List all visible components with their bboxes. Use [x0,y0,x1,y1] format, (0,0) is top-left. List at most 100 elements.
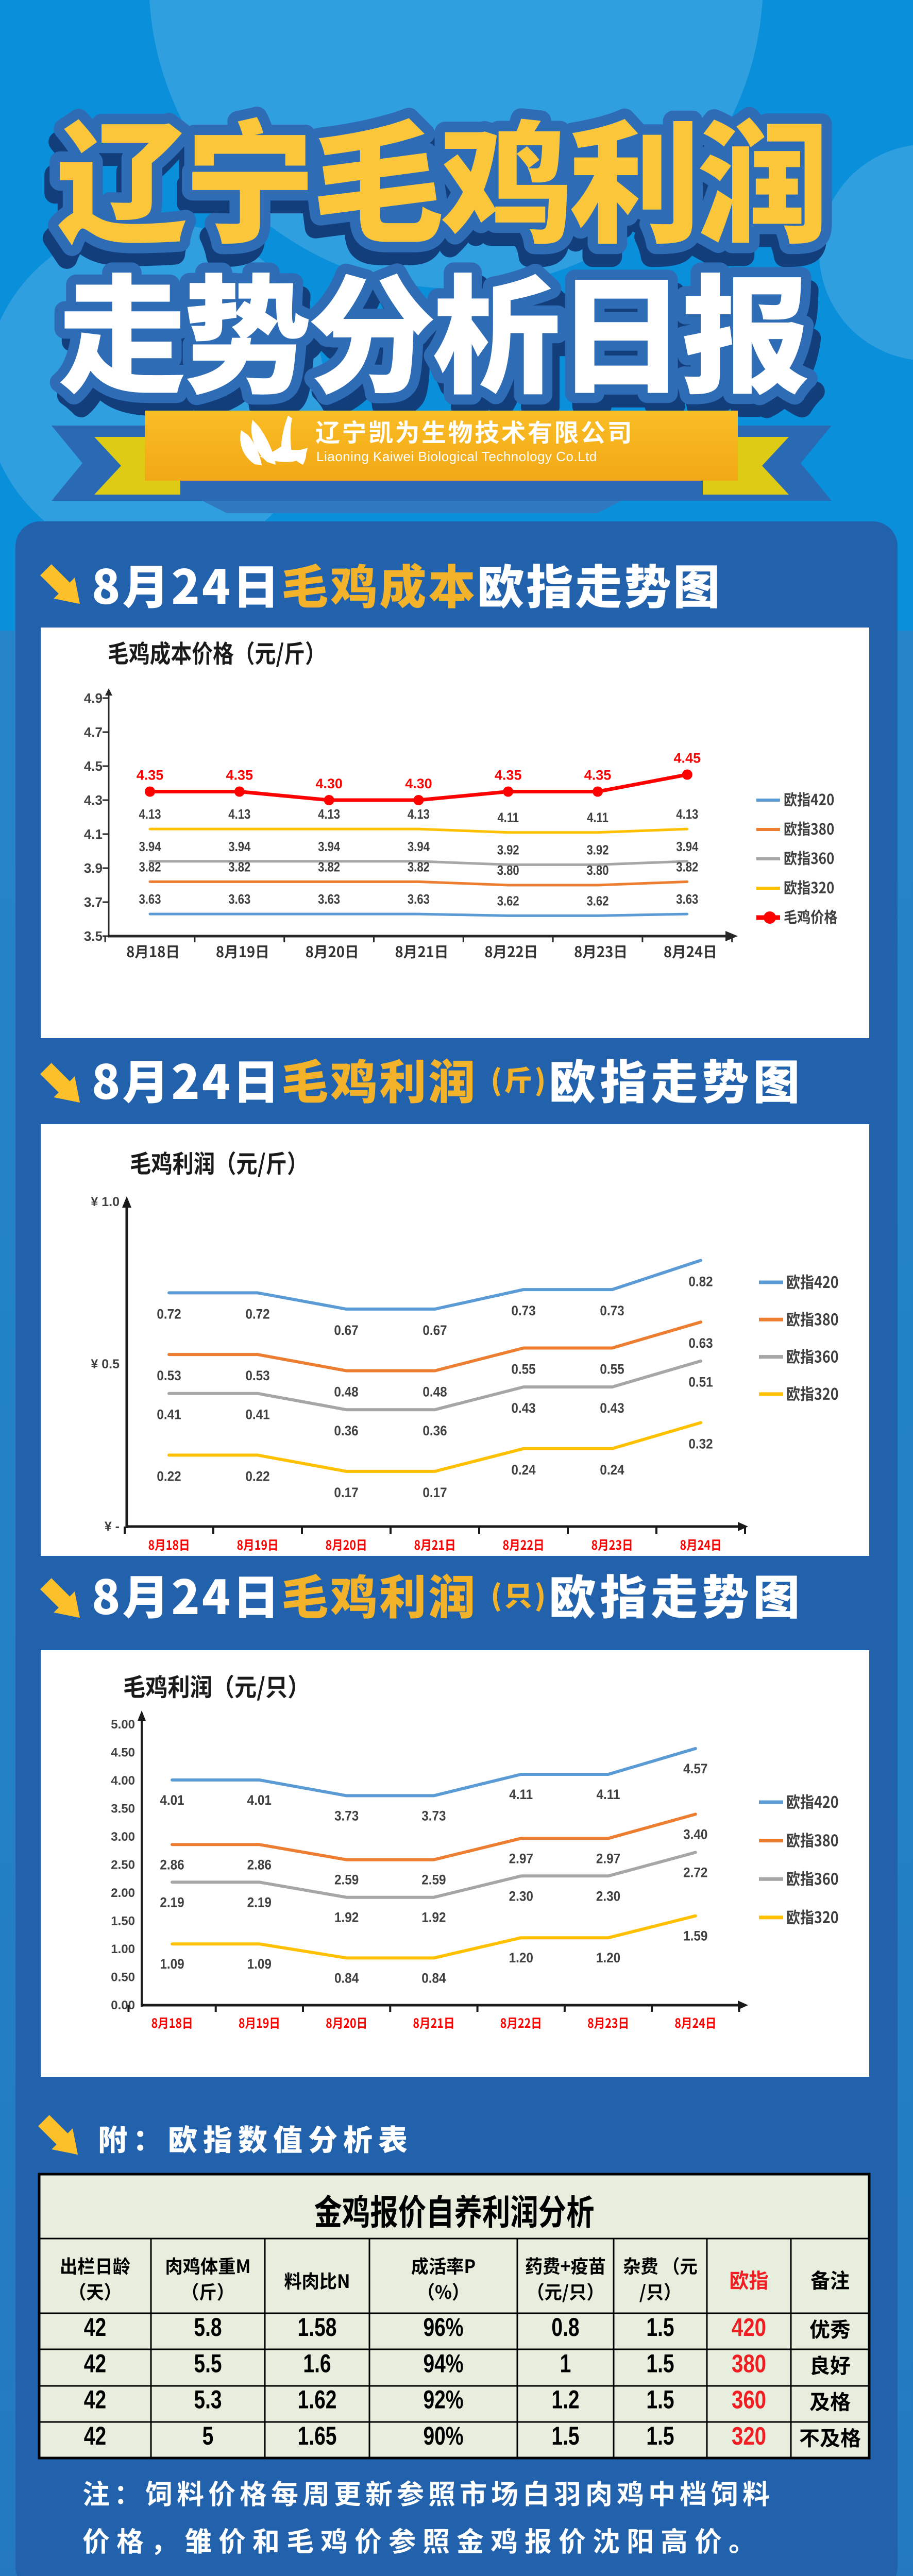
svg-text:2.59: 2.59 [421,1873,446,1888]
svg-text:0.24: 0.24 [600,1463,624,1478]
svg-text:92%: 92% [423,2385,463,2414]
svg-text:0.48: 0.48 [334,1384,358,1399]
svg-text:4.35: 4.35 [226,768,253,783]
svg-text:0.36: 0.36 [334,1423,358,1438]
svg-text:3.94: 3.94 [408,839,430,854]
svg-text:3.82: 3.82 [676,860,698,875]
svg-text:1.09: 1.09 [160,1957,184,1972]
svg-text:2.86: 2.86 [160,1857,184,1872]
svg-text:1.50: 1.50 [111,1914,135,1928]
svg-text:4.01: 4.01 [247,1793,272,1808]
svg-text:5.8: 5.8 [194,2312,222,2342]
svg-text:42: 42 [84,2421,106,2450]
svg-text:1.20: 1.20 [509,1951,533,1965]
svg-text:1.09: 1.09 [247,1957,272,1972]
svg-text:3.82: 3.82 [228,860,250,875]
svg-text:4.11: 4.11 [509,1787,533,1802]
svg-text:¥ 1.0: ¥ 1.0 [91,1195,120,1209]
svg-text:4.9: 4.9 [84,690,103,706]
svg-text:2.72: 2.72 [683,1865,707,1880]
svg-text:1.2: 1.2 [551,2385,579,2414]
svg-text:2.50: 2.50 [111,1858,135,1872]
svg-text:3.63: 3.63 [408,892,430,907]
svg-text:4.13: 4.13 [139,807,161,822]
svg-text:3.63: 3.63 [318,892,340,907]
svg-text:0.8: 0.8 [551,2312,579,2342]
svg-text:1.58: 1.58 [298,2312,337,2342]
svg-text:1.00: 1.00 [111,1942,135,1956]
svg-text:42: 42 [84,2385,106,2414]
svg-text:42: 42 [84,2349,106,2378]
svg-text:0.22: 0.22 [157,1469,181,1484]
svg-text:4.11: 4.11 [597,1787,620,1802]
svg-text:3.50: 3.50 [111,1802,135,1816]
svg-text:5.5: 5.5 [194,2349,222,2378]
svg-text:3.63: 3.63 [228,892,250,907]
svg-text:0.72: 0.72 [157,1307,181,1321]
svg-text:1.5: 1.5 [646,2349,674,2378]
svg-text:3.63: 3.63 [139,892,161,907]
svg-text:4.13: 4.13 [408,807,430,822]
svg-text:3.82: 3.82 [318,860,340,875]
svg-text:3.94: 3.94 [318,839,341,854]
svg-text:0.84: 0.84 [421,1971,446,1986]
svg-text:1.5: 1.5 [646,2312,674,2342]
svg-text:4.01: 4.01 [160,1793,184,1808]
svg-text:0.73: 0.73 [511,1303,535,1318]
svg-text:5.3: 5.3 [194,2385,222,2414]
svg-text:3.73: 3.73 [421,1808,446,1823]
svg-text:0.43: 0.43 [511,1401,535,1416]
svg-text:Liaoning Kaiwei Biological Tec: Liaoning Kaiwei Biological Technology Co… [316,449,597,464]
svg-text:4.11: 4.11 [497,810,519,825]
svg-text:0.67: 0.67 [334,1323,358,1338]
svg-text:3.92: 3.92 [587,843,609,858]
svg-text:0.84: 0.84 [334,1971,359,1986]
svg-text:4.3: 4.3 [84,792,103,808]
svg-text:4.5: 4.5 [84,758,103,774]
svg-text:0.67: 0.67 [422,1323,447,1338]
svg-text:2.19: 2.19 [160,1895,184,1910]
svg-text:4.1: 4.1 [84,826,103,842]
svg-text:1.92: 1.92 [334,1910,359,1925]
svg-text:3.94: 3.94 [139,839,162,854]
svg-text:¥ 0.5: ¥ 0.5 [91,1357,120,1371]
svg-text:3.62: 3.62 [587,894,609,909]
svg-text:5.00: 5.00 [111,1718,135,1732]
svg-text:3.5: 3.5 [84,928,103,944]
svg-text:4.35: 4.35 [495,768,522,783]
svg-text:3.62: 3.62 [497,894,519,909]
svg-text:2.59: 2.59 [334,1873,359,1888]
svg-text:0.17: 0.17 [334,1485,358,1500]
svg-text:1: 1 [560,2349,571,2378]
svg-text:1.62: 1.62 [298,2385,337,2414]
svg-text:3.73: 3.73 [334,1808,359,1823]
svg-text:0.41: 0.41 [157,1408,181,1422]
svg-text:0.00: 0.00 [111,1998,135,2012]
svg-text:0.22: 0.22 [245,1469,269,1484]
svg-text:0.50: 0.50 [111,1971,135,1985]
svg-text:96%: 96% [423,2312,463,2342]
svg-text:0.72: 0.72 [245,1307,269,1321]
svg-text:4.13: 4.13 [228,807,250,822]
svg-text:0.82: 0.82 [688,1274,713,1289]
svg-text:2.97: 2.97 [596,1851,620,1866]
svg-text:3.7: 3.7 [84,894,103,910]
svg-text:380: 380 [732,2350,766,2378]
svg-text:3.63: 3.63 [676,892,698,907]
svg-text:1.65: 1.65 [298,2421,337,2450]
svg-text:0.55: 0.55 [511,1362,535,1377]
svg-text:2.97: 2.97 [509,1851,533,1866]
svg-text:1.5: 1.5 [551,2421,579,2450]
svg-text:3.82: 3.82 [408,860,430,875]
svg-text:4.7: 4.7 [84,724,103,740]
svg-text:3.92: 3.92 [497,843,519,858]
svg-text:1.92: 1.92 [421,1910,446,1925]
svg-text:0.63: 0.63 [688,1336,713,1351]
svg-text:4.00: 4.00 [111,1774,135,1788]
svg-text:360: 360 [732,2386,766,2414]
svg-text:4.13: 4.13 [318,807,340,822]
svg-text:3.94: 3.94 [228,839,251,854]
svg-text:0.32: 0.32 [688,1436,713,1451]
svg-text:0.41: 0.41 [245,1408,269,1422]
svg-text:0.53: 0.53 [245,1368,269,1383]
